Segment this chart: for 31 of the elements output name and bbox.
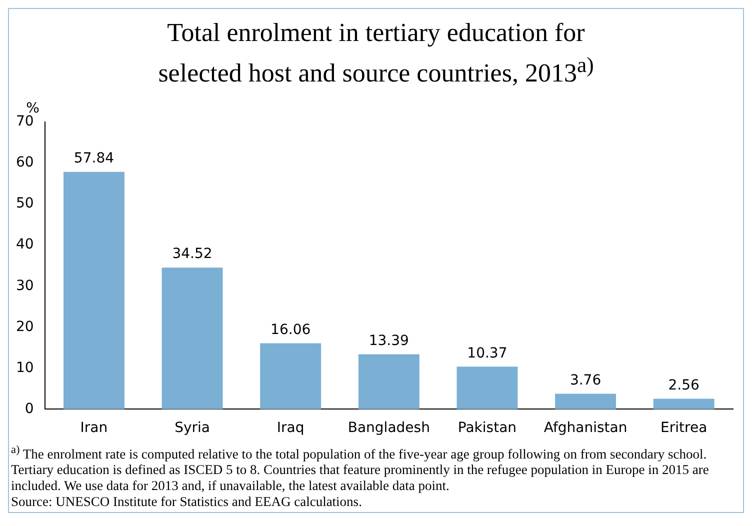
data-label: 10.37 <box>467 344 508 361</box>
bar <box>653 398 714 409</box>
text: $^{a)}$ The enrolment rate is computed relative to the total population of the five-year age group following on from secondary school. Tertiary education is defined as ISCED 5 to 8. Countries that feature prominently in the refugee population in Europe in 2015 are included. We use data for 2013 and, if unavailable, the latest available data point. <box>11 442 710 494</box>
y-tick-label: 30 <box>16 277 34 294</box>
x-tick-label: Pakistan <box>458 420 517 436</box>
data-label: 2.56 <box>668 376 700 393</box>
x-tick-label: Eritrea <box>660 420 708 436</box>
chart-title: Total enrolment in tertiary education for selected host and source countries, 2013$^{a)}$ <box>157 17 595 90</box>
bar <box>63 172 124 409</box>
y-tick-label: 40 <box>16 236 34 252</box>
bar <box>555 393 616 409</box>
y-tick-label: 0 <box>24 400 34 416</box>
x-tick-label: Syria <box>174 420 210 436</box>
data-label: 16.06 <box>270 322 311 338</box>
y-tick-label: 60 <box>16 154 34 170</box>
x-tick-label: Iraq <box>276 420 304 436</box>
data-label: 3.76 <box>570 372 602 388</box>
bar <box>456 366 518 409</box>
data-label: 34.52 <box>172 246 212 262</box>
data-label: 57.84 <box>74 150 114 166</box>
source-note: Source: UNESCO Institute for Statistics and EEAG calculations. <box>11 494 363 510</box>
bar <box>358 354 420 409</box>
x-tick-label: Afghanistan <box>544 420 628 436</box>
bar <box>260 342 322 409</box>
x-tick-label: Bangladesh <box>348 420 430 436</box>
y-tick-label: 20 <box>16 318 34 334</box>
data-label: 13.39 <box>368 332 409 349</box>
y-tick-label: 50 <box>16 195 34 212</box>
x-tick-label: Iran <box>80 420 108 436</box>
bar <box>162 267 223 409</box>
y-tick-label: 10 <box>16 359 34 376</box>
